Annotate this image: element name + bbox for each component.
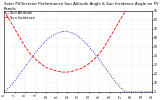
Sun Altitude: [29, 59, 31, 60]
Sun Incidence: [66, 72, 68, 73]
Sun Incidence: [24, 46, 26, 47]
Sun Altitude: [109, 73, 111, 74]
Sun Incidence: [40, 63, 42, 65]
Sun Altitude: [130, 91, 132, 93]
Sun Altitude: [93, 52, 95, 53]
Sun Altitude: [82, 40, 84, 41]
Sun Incidence: [72, 71, 74, 72]
Sun Incidence: [109, 37, 111, 38]
Sun Incidence: [135, 10, 137, 11]
Sun Incidence: [35, 59, 37, 60]
Sun Altitude: [66, 31, 68, 32]
Sun Incidence: [151, 10, 153, 11]
Sun Altitude: [77, 35, 79, 37]
Sun Incidence: [124, 10, 126, 11]
Sun Altitude: [146, 91, 148, 93]
Sun Altitude: [103, 66, 105, 67]
Sun Altitude: [45, 40, 47, 41]
Sun Altitude: [135, 91, 137, 93]
Sun Incidence: [19, 37, 21, 38]
Sun Altitude: [72, 33, 74, 34]
Sun Altitude: [140, 91, 142, 93]
Sun Incidence: [56, 71, 58, 72]
Sun Altitude: [8, 87, 10, 88]
Sun Altitude: [40, 45, 42, 47]
Sun Incidence: [3, 10, 5, 11]
Sun Incidence: [61, 72, 63, 73]
Text: Solar PV/Inverter Performance Sun Altitude Angle & Sun Incidence Angle on PV Pan: Solar PV/Inverter Performance Sun Altitu…: [4, 2, 159, 11]
Sun Altitude: [88, 45, 89, 47]
Sun Altitude: [51, 35, 52, 37]
Sun Incidence: [103, 46, 105, 47]
Sun Altitude: [24, 66, 26, 67]
Legend: Sun Altitude, Sun Incidence: Sun Altitude, Sun Incidence: [4, 11, 35, 20]
Sun Incidence: [77, 69, 79, 70]
Sun Incidence: [8, 19, 10, 20]
Sun Incidence: [146, 10, 148, 11]
Sun Altitude: [151, 91, 153, 93]
Sun Incidence: [98, 53, 100, 55]
Sun Incidence: [114, 28, 116, 29]
Line: Sun Altitude: Sun Altitude: [4, 32, 152, 92]
Line: Sun Incidence: Sun Incidence: [4, 11, 152, 72]
Sun Altitude: [98, 59, 100, 60]
Sun Incidence: [29, 53, 31, 55]
Sun Altitude: [119, 87, 121, 88]
Sun Incidence: [119, 19, 121, 20]
Sun Altitude: [35, 52, 37, 53]
Sun Altitude: [19, 73, 21, 74]
Sun Incidence: [93, 59, 95, 60]
Sun Incidence: [82, 67, 84, 68]
Sun Altitude: [14, 80, 16, 82]
Sun Incidence: [14, 28, 16, 29]
Sun Incidence: [140, 10, 142, 11]
Sun Incidence: [88, 63, 89, 65]
Sun Altitude: [56, 33, 58, 34]
Sun Altitude: [61, 31, 63, 32]
Sun Incidence: [51, 69, 52, 70]
Sun Altitude: [124, 91, 126, 93]
Sun Altitude: [3, 91, 5, 93]
Sun Incidence: [130, 10, 132, 11]
Sun Altitude: [114, 80, 116, 82]
Sun Incidence: [45, 67, 47, 68]
